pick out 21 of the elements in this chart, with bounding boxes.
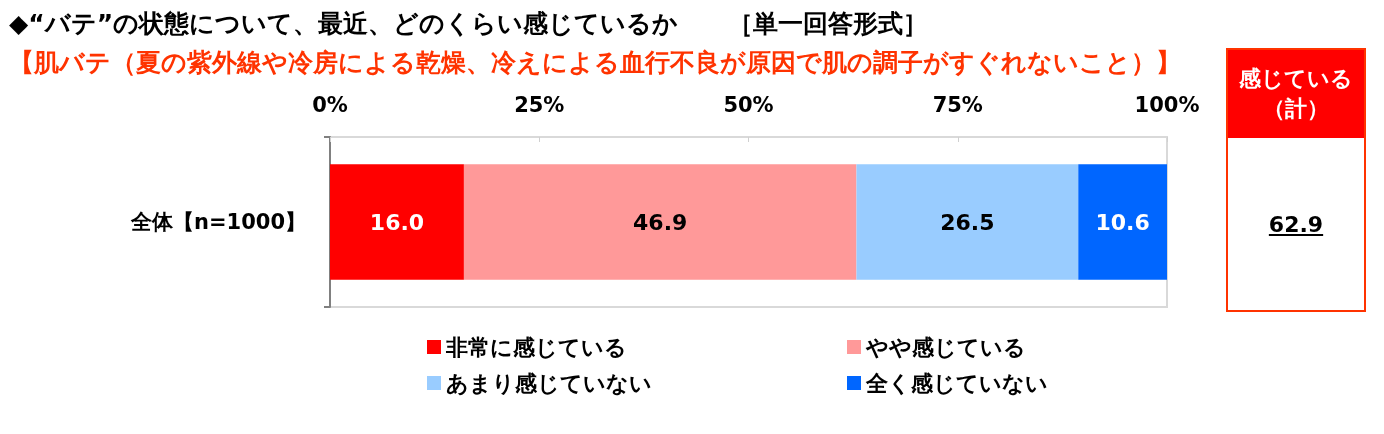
legend-label: やや感じている (865, 334, 1026, 360)
chart-subtitle: 【肌バテ（夏の紫外線や冷房による乾燥、冷えによる血行不良が原因で肌の調子がすぐれないこと）】 (9, 48, 1181, 77)
bar (1078, 164, 1167, 280)
x-tick-label: 100% (1134, 92, 1200, 117)
data-label: 46.9 (633, 209, 688, 235)
bar (330, 164, 464, 280)
x-tick-label: 50% (723, 92, 774, 117)
x-tick-label: 0% (312, 92, 348, 117)
bar (463, 164, 857, 280)
data-label: 10.6 (1095, 209, 1150, 235)
x-tick-label: 25% (514, 92, 565, 117)
legend-label: あまり感じていない (446, 370, 652, 396)
legend-label: 全く感じていない (865, 370, 1048, 396)
summary-panel: 感じている（計） 62.9 (1226, 48, 1366, 312)
data-label: 16.0 (369, 209, 425, 235)
data-label: 26.5 (940, 209, 995, 235)
x-tick-label: 75% (932, 92, 983, 117)
legend-label: 非常に感じている (445, 334, 627, 360)
y-tick-label: 全体【n=1000】 (130, 210, 306, 234)
bar (856, 164, 1079, 280)
chart-title: ◆“バテ”の状態について、最近、どのくらい感じているか ［単一回答形式］ (9, 9, 929, 38)
